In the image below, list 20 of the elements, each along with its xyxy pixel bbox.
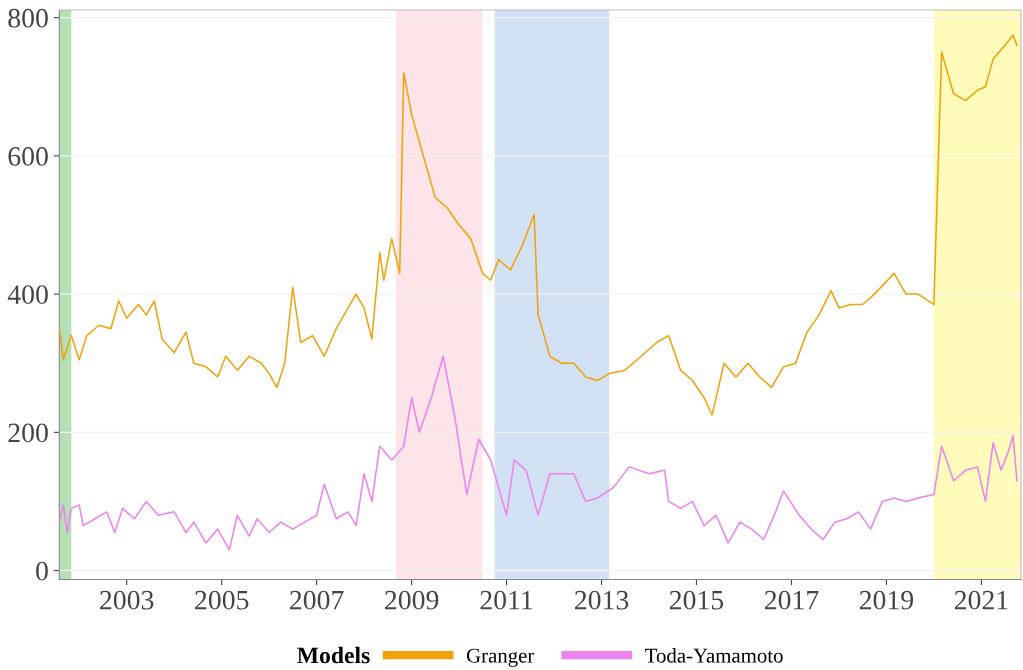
y-tick-label: 600 (8, 147, 48, 166)
y-tick-label: 800 (8, 8, 48, 28)
x-tick-label: 2019 (859, 590, 914, 610)
x-tick-label: 2017 (764, 590, 819, 610)
x-tick-label: 2011 (480, 590, 533, 610)
line-series (59, 355, 1018, 551)
legend-label: Granger (466, 648, 535, 667)
x-tick-label: 2007 (290, 590, 344, 610)
x-tick-label: 2013 (575, 590, 629, 610)
legend-title: Models (297, 646, 370, 664)
y-tick-label: 400 (7, 285, 48, 305)
x-tick-label: 2005 (195, 590, 249, 610)
x-tick-label: 2015 (669, 590, 724, 610)
x-tick-label: 2003 (100, 590, 154, 610)
x-tick-label: 2021 (954, 590, 1008, 610)
y-tick-label: 200 (8, 423, 48, 443)
x-tick-label: 2009 (385, 590, 439, 610)
y-tick-label: 0 (36, 561, 48, 581)
line-series (59, 34, 1018, 416)
legend-label: Toda-Yamamoto (645, 648, 783, 663)
